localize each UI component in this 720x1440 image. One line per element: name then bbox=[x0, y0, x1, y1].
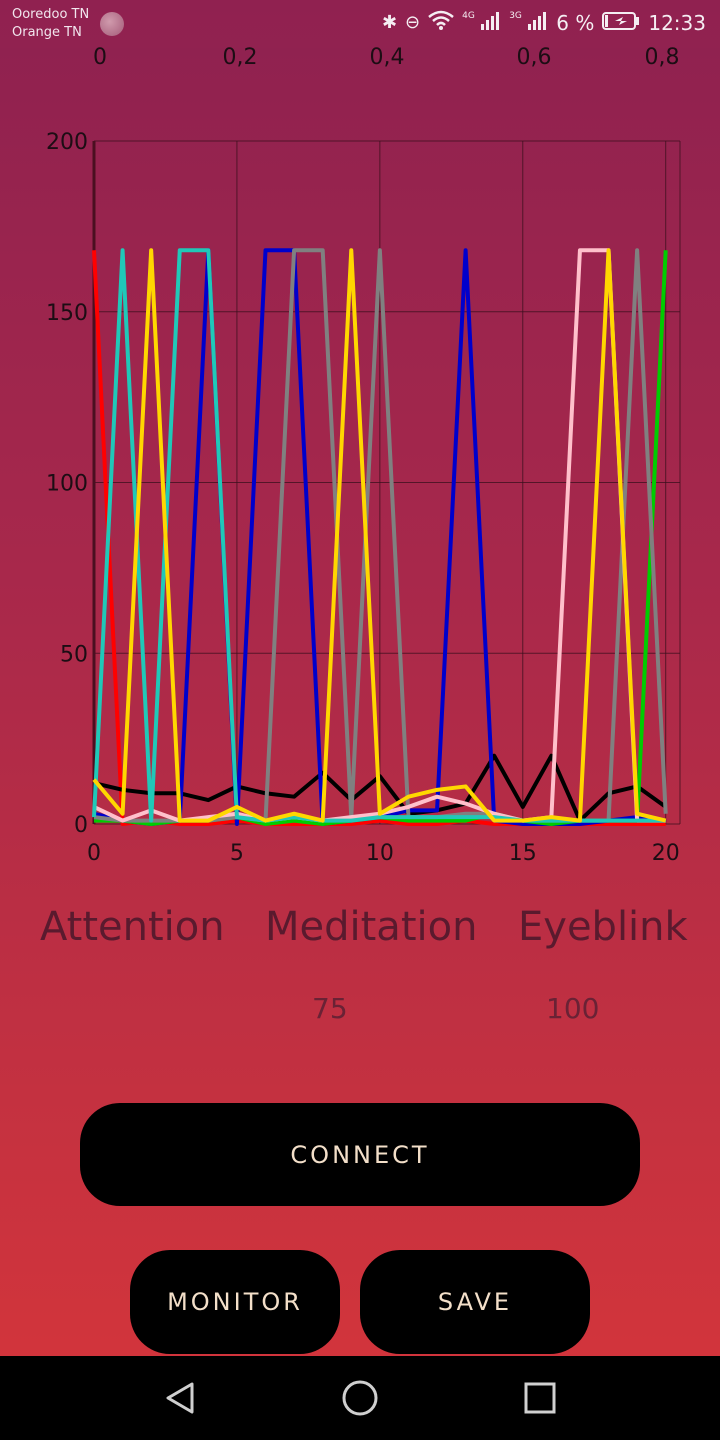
y-tick-label: 200 bbox=[46, 130, 88, 155]
meditation-value: 75 bbox=[312, 992, 348, 1025]
x-tick-label: 0 bbox=[87, 841, 101, 866]
y-tick-label: 50 bbox=[60, 642, 88, 667]
back-icon[interactable] bbox=[120, 1356, 240, 1440]
wifi-icon bbox=[428, 10, 454, 35]
carrier-1: Ooredoo TN bbox=[12, 7, 90, 22]
status-bar: Ooredoo TN Orange TN ✱ ⊖ 4G 3G 6 % 12:33 bbox=[0, 0, 720, 48]
home-icon[interactable] bbox=[300, 1356, 420, 1440]
status-icons: ✱ ⊖ 4G 3G 6 % 12:33 bbox=[382, 10, 706, 35]
signal-3g-icon: 3G bbox=[509, 11, 548, 35]
y-tick-label: 150 bbox=[46, 301, 88, 326]
monitor-button[interactable]: MONITOR bbox=[130, 1250, 340, 1354]
x-tick-label: 20 bbox=[652, 841, 680, 866]
x-tick-label: 10 bbox=[366, 841, 394, 866]
clock: 12:33 bbox=[648, 10, 706, 35]
connect-button[interactable]: CONNECT bbox=[80, 1103, 640, 1206]
signal-4g-icon: 4G bbox=[462, 11, 501, 35]
battery-text: 6 % bbox=[556, 10, 595, 35]
top-tick-label: 0 bbox=[93, 45, 107, 70]
attention-label: Attention bbox=[40, 904, 225, 950]
net-3g-label: 3G bbox=[509, 10, 522, 21]
x-tick-label: 5 bbox=[230, 841, 244, 866]
eyeblink-value: 100 bbox=[546, 992, 600, 1025]
top-tick-label: 0,4 bbox=[370, 45, 405, 70]
top-tick-label: 0,6 bbox=[517, 45, 552, 70]
navigation-bar bbox=[0, 1356, 720, 1440]
x-tick-label: 15 bbox=[509, 841, 537, 866]
bluetooth-icon: ✱ bbox=[381, 12, 398, 33]
net-4g-label: 4G bbox=[462, 10, 475, 21]
save-button[interactable]: SAVE bbox=[360, 1250, 590, 1354]
meditation-label: Meditation bbox=[265, 904, 478, 950]
notification-icon bbox=[100, 12, 124, 36]
eyeblink-label: Eyeblink bbox=[518, 904, 688, 950]
recents-icon[interactable] bbox=[480, 1356, 600, 1440]
carrier-2: Orange TN bbox=[12, 25, 82, 40]
battery-charging-icon bbox=[602, 11, 640, 35]
top-tick-label: 0,2 bbox=[223, 45, 258, 70]
do-not-disturb-icon: ⊖ bbox=[405, 12, 421, 33]
series-line bbox=[92, 248, 667, 823]
eeg-line-chart: 0 0,2 0,4 0,6 0,8 0 50 100 150 200 0 5 10 15 20 bbox=[46, 45, 681, 866]
top-tick-label: 0,8 bbox=[645, 45, 680, 70]
y-tick-label: 100 bbox=[46, 472, 88, 497]
y-tick-label: 0 bbox=[74, 813, 88, 838]
